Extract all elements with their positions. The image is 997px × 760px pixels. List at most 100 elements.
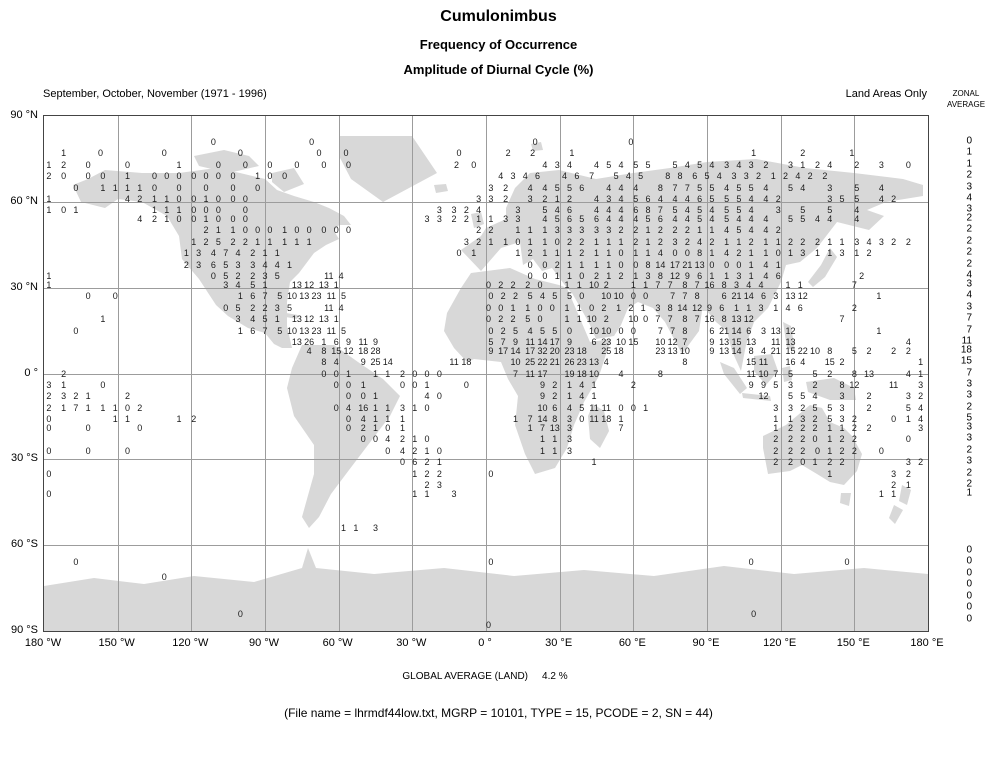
- grid-value: 3: [743, 171, 749, 182]
- grid-value: 1: [527, 422, 533, 433]
- grid-value: 3: [733, 279, 739, 290]
- grid-value: 2: [137, 402, 143, 413]
- grid-value: 10: [601, 291, 612, 302]
- grid-value: 12: [670, 271, 681, 282]
- grid-value: 6: [645, 193, 651, 204]
- zonal-average-value: 15: [960, 355, 972, 367]
- grid-value: 2: [151, 214, 158, 224]
- grid-value: 0: [549, 302, 555, 313]
- grid-value: 2: [542, 193, 548, 204]
- grid-value: 2: [618, 225, 624, 236]
- grid-value: 0: [724, 259, 730, 270]
- grid-value: 2: [488, 225, 494, 236]
- grid-value: 4: [633, 214, 639, 224]
- grid-value: 1: [787, 248, 793, 259]
- grid-value: 1: [539, 445, 545, 456]
- grid-value: 1: [800, 159, 806, 170]
- grid-value: 0: [800, 457, 806, 468]
- grid-value: 3: [724, 159, 730, 170]
- grid-value: 1: [164, 193, 170, 204]
- grid-value: 3: [488, 193, 494, 204]
- grid-value: 0: [161, 148, 167, 159]
- grid-value: 4: [210, 248, 216, 259]
- grid-value: 5: [552, 325, 558, 336]
- grid-value: 2: [510, 279, 516, 290]
- grid-value: 4: [748, 205, 754, 216]
- grid-value: 15: [331, 345, 342, 356]
- grid-value: 2: [854, 159, 860, 170]
- grid-value: 5: [812, 368, 818, 379]
- grid-value: 5: [638, 171, 644, 182]
- grid-value: 14: [537, 337, 548, 348]
- grid-value: 7: [667, 279, 673, 290]
- grid-value: 2: [510, 314, 516, 325]
- grid-value: 0: [424, 434, 430, 445]
- grid-value: 14: [655, 259, 666, 270]
- grid-value: 7: [223, 248, 229, 259]
- grid-value: 0: [542, 271, 548, 282]
- grid-value: 3: [787, 159, 793, 170]
- grid-value: 6: [535, 171, 541, 182]
- grid-value: 1: [515, 225, 521, 236]
- grid-value: 10: [589, 279, 600, 290]
- grid-value: 2: [61, 159, 67, 170]
- grid-value: 1: [164, 205, 170, 216]
- grid-value: 2: [183, 259, 189, 270]
- latitude-tick-label: 30 °S: [10, 452, 38, 465]
- grid-value: 0: [618, 325, 624, 336]
- grid-value: 6: [797, 302, 803, 313]
- grid-value: 0: [630, 325, 636, 336]
- grid-value: 6: [721, 291, 727, 302]
- grid-value: 4: [306, 345, 312, 356]
- grid-value: 1: [709, 248, 715, 259]
- grid-value: 2: [822, 171, 828, 182]
- grid-value: 1: [552, 445, 558, 456]
- grid-value: 6: [333, 337, 339, 348]
- grid-value: 6: [760, 291, 766, 302]
- grid-value: 1: [424, 488, 430, 499]
- grid-value: 6: [574, 171, 580, 182]
- grid-value: 2: [527, 248, 533, 259]
- grid-value: 0: [267, 171, 273, 182]
- grid-value: 7: [851, 279, 857, 290]
- grid-value: 12: [743, 314, 754, 325]
- grid-value: 1: [46, 193, 52, 204]
- grid-value: 8: [682, 314, 688, 325]
- grid-value: 13: [291, 337, 302, 348]
- grid-value: 4: [498, 171, 504, 182]
- grid-value: 0: [537, 302, 543, 313]
- grid-value: 0: [203, 205, 209, 216]
- grid-value: 0: [46, 422, 52, 433]
- grid-value: 0: [306, 225, 312, 236]
- grid-value: 4: [657, 193, 663, 204]
- zonal-header-line2: AVERAGE: [946, 99, 986, 109]
- grid-value: 1: [748, 271, 754, 282]
- grid-value: 6: [697, 193, 703, 204]
- grid-value: 19: [564, 368, 575, 379]
- grid-value: 1: [412, 402, 418, 413]
- land-new-zealand-south: [889, 505, 903, 524]
- grid-value: 23: [655, 345, 666, 356]
- grid-value: 2: [866, 402, 872, 413]
- grid-value: 13: [299, 325, 310, 336]
- zonal-average-value: 2: [966, 223, 972, 235]
- grid-value: 0: [905, 159, 911, 170]
- grid-value: 2: [851, 434, 857, 445]
- grid-value: 8: [552, 414, 558, 425]
- grid-value: 1: [645, 225, 651, 236]
- grid-value: 4: [522, 171, 528, 182]
- grid-value: 4: [566, 402, 572, 413]
- grid-value: 4: [672, 214, 678, 224]
- grid-value: 1: [61, 402, 67, 413]
- grid-value: 15: [731, 337, 742, 348]
- page-title: Cumulonimbus: [440, 8, 557, 25]
- grid-value: 7: [672, 182, 678, 193]
- grid-value: 2: [684, 236, 690, 247]
- grid-value: 4: [748, 225, 754, 236]
- grid-value: 3: [773, 402, 779, 413]
- grid-value: 0: [360, 434, 366, 445]
- grid-value: 4: [763, 259, 769, 270]
- grid-value: 4: [746, 279, 752, 290]
- grid-value: 2: [250, 248, 256, 259]
- grid-value: 4: [593, 193, 600, 204]
